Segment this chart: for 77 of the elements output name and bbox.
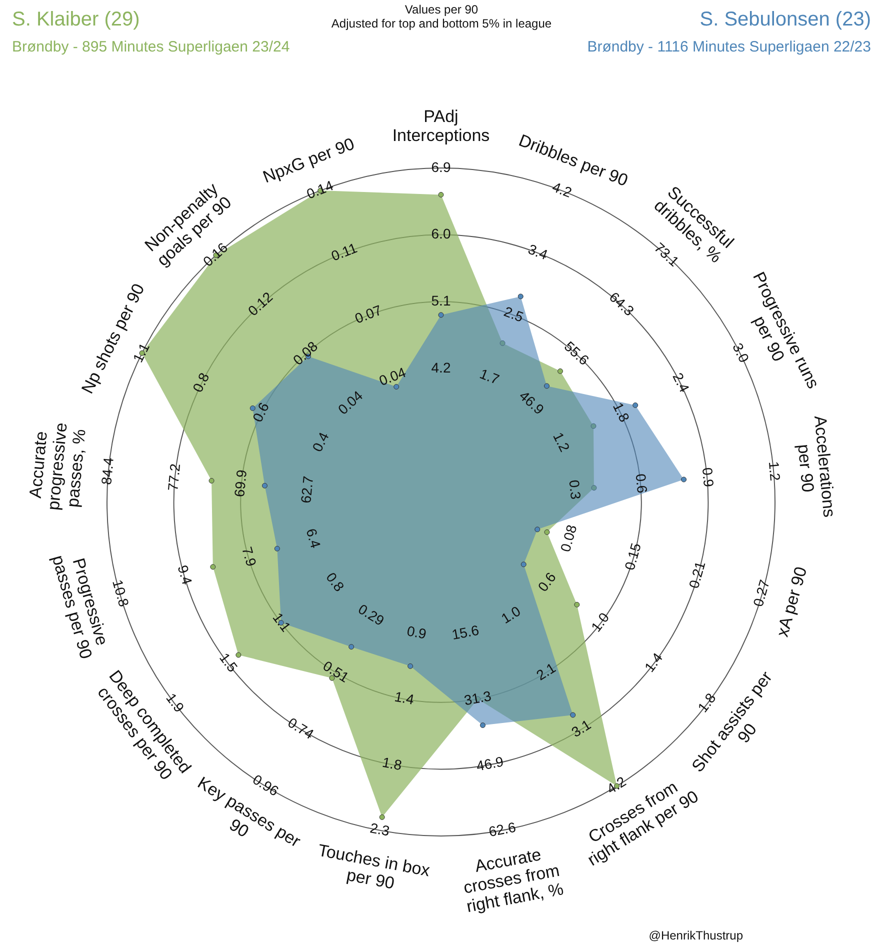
text: 4.2 (604, 773, 629, 797)
text: 2.1 (533, 659, 558, 684)
text: 10.8 (109, 578, 132, 608)
text: 0.96 (250, 771, 282, 799)
text: 6.4 (303, 526, 324, 550)
text: 1.1 (270, 610, 294, 635)
text: 0.74 (285, 714, 317, 742)
text: 0.15 (621, 541, 644, 572)
text: 2.3 (368, 820, 391, 839)
text: 0.8 (323, 569, 348, 594)
text: 1.2 (550, 430, 574, 454)
text: 3.4 (526, 240, 550, 263)
text: 0.08 (556, 522, 580, 554)
text: 15.6 (450, 622, 480, 643)
text: Brøndby - 895 Minutes Superligaen 23/24 (12, 38, 290, 56)
text: 64.3 (606, 288, 638, 319)
text: 4.2 (431, 359, 451, 376)
text: 0.07 (352, 302, 384, 326)
text: 1.8 (610, 400, 633, 424)
chart-title: Values per 90 (404, 2, 478, 16)
text: 0.14 (304, 177, 336, 202)
text: 2.5 (502, 303, 526, 326)
text: 84.4 (98, 456, 117, 486)
spoke-label: Accelerations per 90 (794, 414, 839, 518)
spoke-label: PAdj Interceptions (392, 107, 490, 146)
text: 1.8 (694, 690, 719, 716)
text: 1.7 (478, 365, 502, 388)
text: S. Sebulonsen (23) (700, 8, 871, 31)
text: 0.4 (308, 430, 332, 454)
text: 1.5 (216, 650, 241, 675)
text: 0.12 (244, 288, 276, 319)
text: 69.9 (231, 469, 250, 498)
text: 0.9 (699, 466, 718, 488)
text: 2.4 (670, 370, 693, 395)
text: 0.3 (566, 479, 584, 500)
text: 0.04 (376, 364, 408, 389)
text: 31.3 (462, 688, 492, 708)
text: 0.6 (534, 569, 559, 594)
text: 0.11 (328, 240, 360, 264)
text: 3.0 (730, 340, 753, 365)
text: 77.2 (164, 462, 184, 492)
text: 62.7 (298, 475, 316, 504)
text: 46.9 (516, 387, 548, 418)
text: 7.9 (238, 544, 260, 568)
text: 1.0 (498, 602, 524, 627)
spoke-label: Accurate crosses from right flank, % (462, 844, 565, 916)
text: Adjusted for top and bottom 5% in league (331, 16, 552, 30)
text: 62.6 (487, 818, 518, 840)
text: 0.9 (406, 622, 428, 642)
text: S. Klaiber (29) (12, 8, 140, 31)
text: 9.4 (174, 563, 196, 586)
text: 0.6 (249, 400, 272, 424)
text: 0.27 (750, 578, 773, 608)
text: 1.4 (641, 650, 666, 675)
text: 46.9 (475, 753, 505, 774)
text: 0.21 (685, 560, 708, 590)
text: 1.2 (766, 460, 784, 482)
text: 0.8 (189, 370, 212, 395)
text: 0.04 (334, 387, 366, 418)
text: 0.29 (355, 600, 388, 629)
text: 6.0 (431, 226, 451, 242)
text: 5.1 (431, 292, 451, 308)
text: 1.1 (129, 340, 152, 365)
spoke-label: Touches in box per 90 (316, 840, 432, 893)
text: 1.0 (588, 610, 612, 635)
text: 1.4 (393, 688, 416, 708)
spoke-label: Accurate progressive passes, % (26, 422, 90, 512)
spoke-label: xA per 90 (772, 564, 811, 639)
text: 1.8 (381, 754, 404, 774)
text: 0.6 (632, 472, 651, 494)
text: Brøndby - 1116 Minutes Superligaen 22/23 (587, 38, 871, 56)
text: 55.6 (561, 338, 592, 368)
text: 3.1 (568, 716, 594, 740)
text: 4.2 (550, 178, 574, 200)
text: @HenrikThustrup (648, 928, 744, 942)
text: 0.51 (320, 657, 352, 686)
text: 0.08 (290, 338, 321, 368)
